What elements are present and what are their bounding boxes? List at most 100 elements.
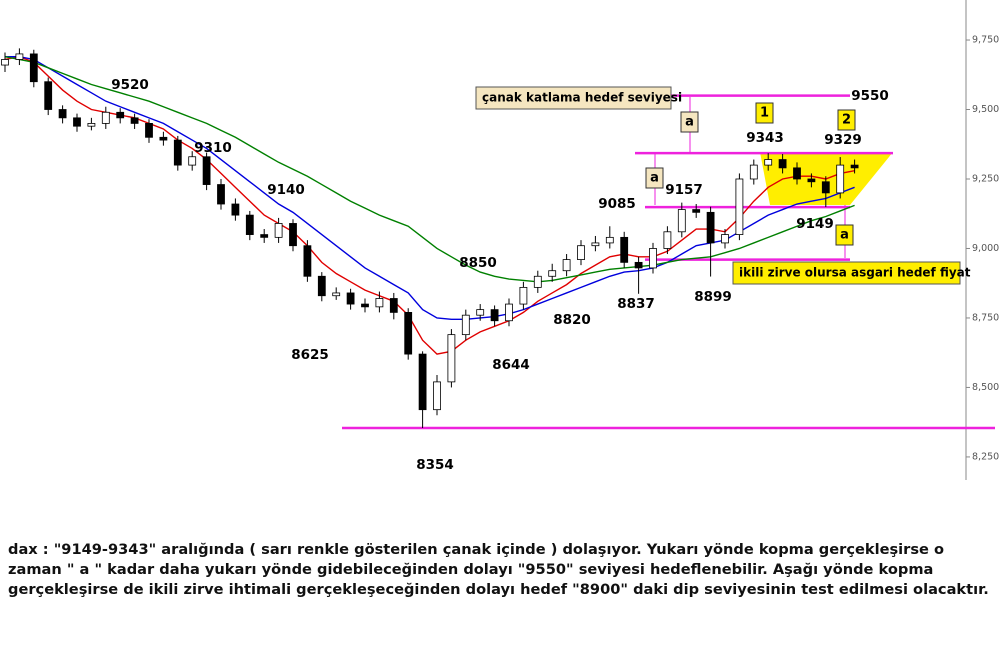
candle-body [130,117,139,124]
marker-box [755,102,774,124]
candle-body [188,156,197,166]
level-annotation: 8837 [617,296,655,312]
y-tick-label: 8,500. [972,382,1000,393]
candle-body [562,259,571,272]
candle-body [519,286,528,305]
y-tick-label: 8,250. [972,451,1000,462]
candle-body [173,139,182,166]
candle-body [87,123,96,127]
candle-body [317,275,326,297]
level-annotation: 9310 [194,140,232,156]
y-tick-label: 9,250. [972,173,1000,184]
level-annotation: 9085 [598,196,636,212]
level-annotation: 9329 [824,132,862,148]
callout-box [732,261,961,285]
y-tick-label: 9,000. [972,243,1000,254]
y-tick-label: 9,500. [972,104,1000,115]
candle-body [159,136,168,141]
candle-body [749,164,758,180]
candle-body [721,234,729,244]
marker-box [645,167,664,189]
candle-body [591,242,600,247]
candle-body [677,209,686,233]
candle-body [706,211,715,244]
chart: 8,250. 8,500. 8,750. 9,000. 9,250. 9,500. 9,75… [1,0,1000,480]
candle-body [404,312,413,355]
marker-text: 1 [760,106,769,121]
candle-body [533,275,542,288]
marker-text: a [685,115,694,130]
candle-body [476,309,485,316]
candle-body [663,231,672,249]
callout-box [475,86,672,110]
candle-body [29,53,38,83]
candle-body [332,292,341,297]
candle-body [490,309,499,322]
candle-body [289,223,297,247]
candle-body [145,123,153,138]
candle-body [274,223,283,238]
note-line: gerçekleşirse de ikili zirve ihtimali ge… [8,581,989,598]
note-line: zaman " a " kadar daha yukarı yönde gide… [8,561,934,578]
level-annotation: 9149 [796,216,834,232]
candle-body [101,111,110,124]
level-annotation: 8625 [291,347,329,363]
marker-box [680,111,699,133]
candle-body [346,292,355,305]
candle-body [793,167,801,180]
candle-body [620,236,629,263]
moving-average [4,56,855,283]
candle-body [447,334,456,383]
candle-body [850,164,859,169]
note-line: dax : "9149-9343" aralığında ( sarı renk… [8,541,945,558]
candle-body [461,314,470,336]
candle-body [58,109,67,119]
candle-body [634,261,643,269]
level-annotation: 9140 [267,182,305,198]
y-tick-label: 8,750. [972,312,1000,323]
candle-body [303,245,312,277]
candle-body [836,164,845,194]
marker-text: 2 [842,113,851,128]
level-annotation: 9157 [665,182,703,198]
candle-body [15,53,24,60]
candle-body [605,236,614,244]
moving-average [4,55,855,355]
candle-body [202,156,211,185]
candle-body [577,245,585,260]
candle-body [375,298,384,308]
callout-text: çanak katlama hedef seviyesi [482,91,682,105]
candle-body [217,184,225,205]
candle-body [692,209,701,213]
level-annotation: 9343 [746,130,784,146]
marker-text: a [840,228,849,243]
candle-body [821,181,830,194]
level-annotation: 8820 [553,312,591,328]
candle-body [433,381,441,411]
level-annotation: 8899 [694,289,732,305]
level-annotation: 9520 [111,77,149,93]
candle-body [505,303,513,322]
level-annotation: 8354 [416,457,454,473]
candle-body [389,298,398,313]
candle-body [245,214,254,235]
candle-body [649,248,657,269]
marker-text: a [650,171,659,186]
marker-box [837,109,856,131]
level-annotation: 8850 [459,255,497,271]
candle-body [735,178,744,235]
candle-body [807,178,816,183]
callout-text: ikili zirve olursa asgari hedef fiyat [739,266,971,280]
candle-body [764,159,773,166]
level-annotation: 8644 [492,357,530,373]
candle-body [73,117,81,127]
candle-body [116,111,125,119]
candle-body [1,59,9,66]
candle-body [231,203,240,216]
level-annotation: 9550 [851,88,889,104]
candle-body [548,270,557,277]
candle-body [778,159,787,169]
marker-box [835,224,854,246]
candle-body [361,303,369,308]
